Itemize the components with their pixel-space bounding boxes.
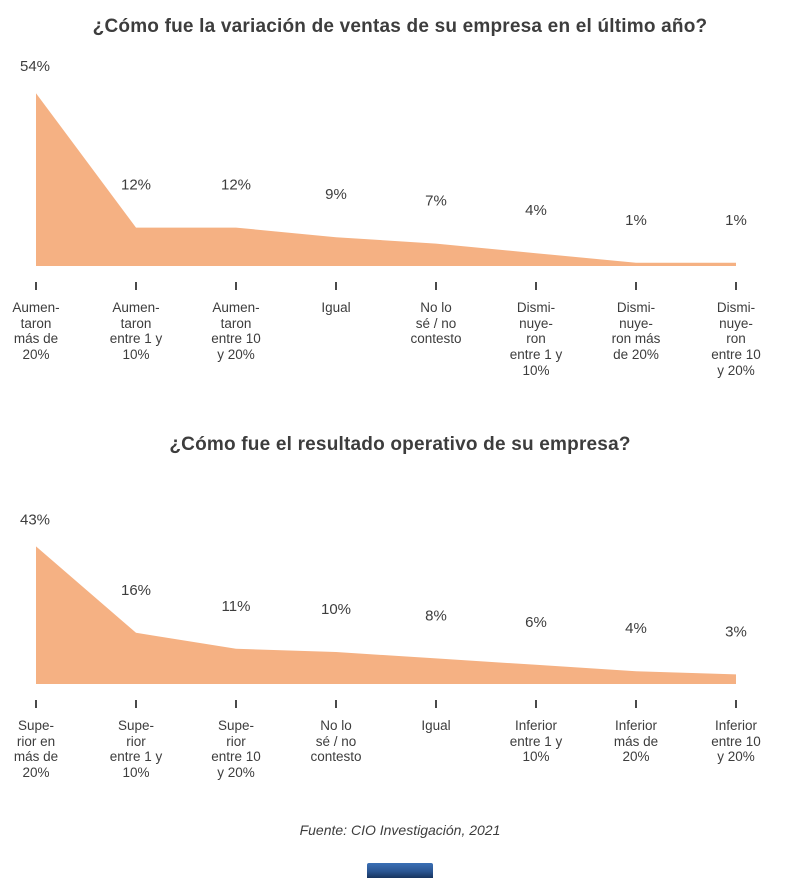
value-label: 4% xyxy=(625,620,647,637)
sales-chart-title: ¿Cómo fue la variación de ventas de su e… xyxy=(92,16,708,37)
category-label: Inferior entre 1 y 10% xyxy=(509,718,563,765)
value-label: 1% xyxy=(625,212,647,229)
value-label: 43% xyxy=(20,511,50,528)
category-label: Dismi- nuye- ron entre 1 y 10% xyxy=(509,300,563,378)
category-label: No lo sé / no contesto xyxy=(410,300,462,347)
category-label: Supe- rior en más de 20% xyxy=(13,718,59,780)
value-label: 4% xyxy=(525,202,547,219)
category-label: Aumen- taron entre 10 y 20% xyxy=(211,300,261,362)
area-series xyxy=(36,546,736,684)
operating-chart-title: ¿Cómo fue el resultado operativo de su e… xyxy=(169,434,631,455)
area-series xyxy=(36,93,736,266)
category-label: Dismi- nuye- ron entre 10 y 20% xyxy=(711,300,761,378)
category-label: Inferior más de 20% xyxy=(613,718,659,765)
value-label: 9% xyxy=(325,186,347,203)
category-label: Aumen- taron entre 1 y 10% xyxy=(109,300,163,362)
category-label: No lo sé / no contesto xyxy=(310,718,362,765)
category-label: Supe- rior entre 10 y 20% xyxy=(211,718,261,780)
source-note: Fuente: CIO Investigación, 2021 xyxy=(299,822,501,838)
value-label: 12% xyxy=(121,177,151,194)
sales-variation-chart: ¿Cómo fue la variación de ventas de su e… xyxy=(0,16,800,384)
value-label: 54% xyxy=(20,58,50,75)
operating-result-chart: ¿Cómo fue el resultado operativo de su e… xyxy=(0,434,800,802)
category-label: Igual xyxy=(321,300,351,315)
category-label: Supe- rior entre 1 y 10% xyxy=(109,718,163,780)
value-label: 10% xyxy=(321,601,351,618)
value-label: 7% xyxy=(425,193,447,210)
value-label: 8% xyxy=(425,607,447,624)
sales-area-chart-svg: 54% 12% 12% 9% 7% 4% 1% 1% xyxy=(20,58,747,290)
value-label: 6% xyxy=(525,614,547,631)
category-label: Dismi- nuye- ron más de 20% xyxy=(611,300,661,362)
operating-category-labels: Supe- rior en más de 20% Supe- rior entre… xyxy=(0,718,800,802)
value-label: 12% xyxy=(221,177,251,194)
sales-category-labels: Aumen- taron más de 20% Aumen- taron entr… xyxy=(0,300,800,384)
value-label: 3% xyxy=(725,623,747,640)
value-label: 1% xyxy=(725,212,747,229)
value-label: 16% xyxy=(121,582,151,599)
partial-logo xyxy=(367,863,433,878)
category-label: Inferior entre 10 y 20% xyxy=(711,718,761,765)
category-label: Aumen- taron más de 20% xyxy=(12,300,60,362)
operating-area-chart-svg: 43% 16% 11% 10% 8% 6% 4% 3% xyxy=(20,511,747,708)
category-label: Igual xyxy=(421,718,451,733)
value-label: 11% xyxy=(222,598,251,615)
